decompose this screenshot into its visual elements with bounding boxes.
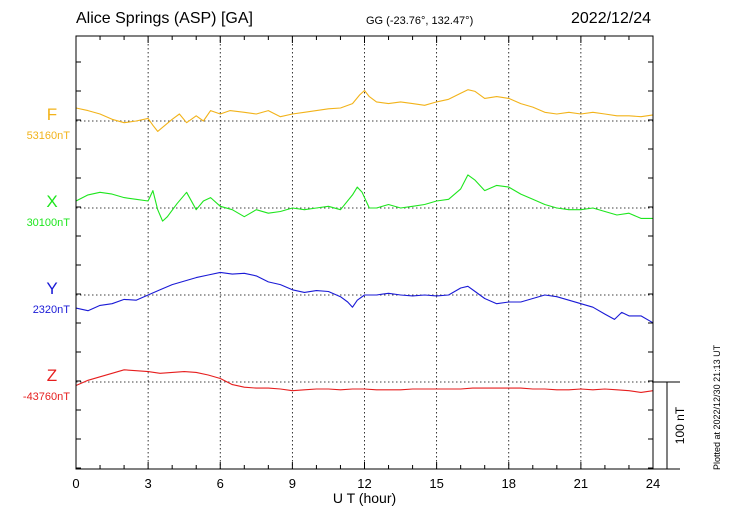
series-line-y	[75, 271, 654, 324]
series-baseline-z: -43760nT	[23, 391, 70, 403]
series-line-f	[75, 89, 654, 132]
grid-lines	[76, 36, 653, 469]
x-tick-label: 24	[646, 476, 660, 491]
x-tick-label: 21	[574, 476, 588, 491]
chart-date: 2022/12/24	[571, 10, 652, 27]
station-coordinates: GG (-23.76°, 132.47°)	[366, 15, 474, 27]
series-name-z: Z	[47, 366, 57, 385]
x-tick-label: 0	[72, 476, 79, 491]
series-name-y: Y	[46, 279, 57, 298]
x-tick-label: 9	[289, 476, 296, 491]
x-axis: 0 3 6 9 12 15 18 21 24 U T (hour)	[72, 36, 660, 506]
series-baseline-y: 2320nT	[33, 304, 71, 316]
chart-title: Alice Springs (ASP) [GA]	[76, 10, 253, 27]
series-line-z	[75, 369, 654, 393]
series-line-x	[75, 174, 653, 222]
series-name-f: F	[47, 105, 57, 124]
scale-bar-label: 100 nT	[673, 406, 687, 444]
x-tick-label: 12	[357, 476, 371, 491]
plotted-timestamp: Plotted at 2022/12/30 21:13 UT	[712, 344, 722, 470]
x-tick-label: 3	[145, 476, 152, 491]
series-labels: F 53160nT X 30100nT Y 2320nT Z -43760nT	[23, 105, 70, 403]
series-baseline-f: 53160nT	[27, 130, 71, 142]
series-layer	[75, 89, 654, 393]
x-tick-label: 15	[429, 476, 443, 491]
x-tick-label: 6	[217, 476, 224, 491]
x-tick-label: 18	[502, 476, 516, 491]
series-name-x: X	[46, 192, 57, 211]
x-axis-label: U T (hour)	[333, 490, 396, 506]
scale-bar: 100 nT	[653, 381, 687, 470]
series-baseline-x: 30100nT	[27, 217, 71, 229]
